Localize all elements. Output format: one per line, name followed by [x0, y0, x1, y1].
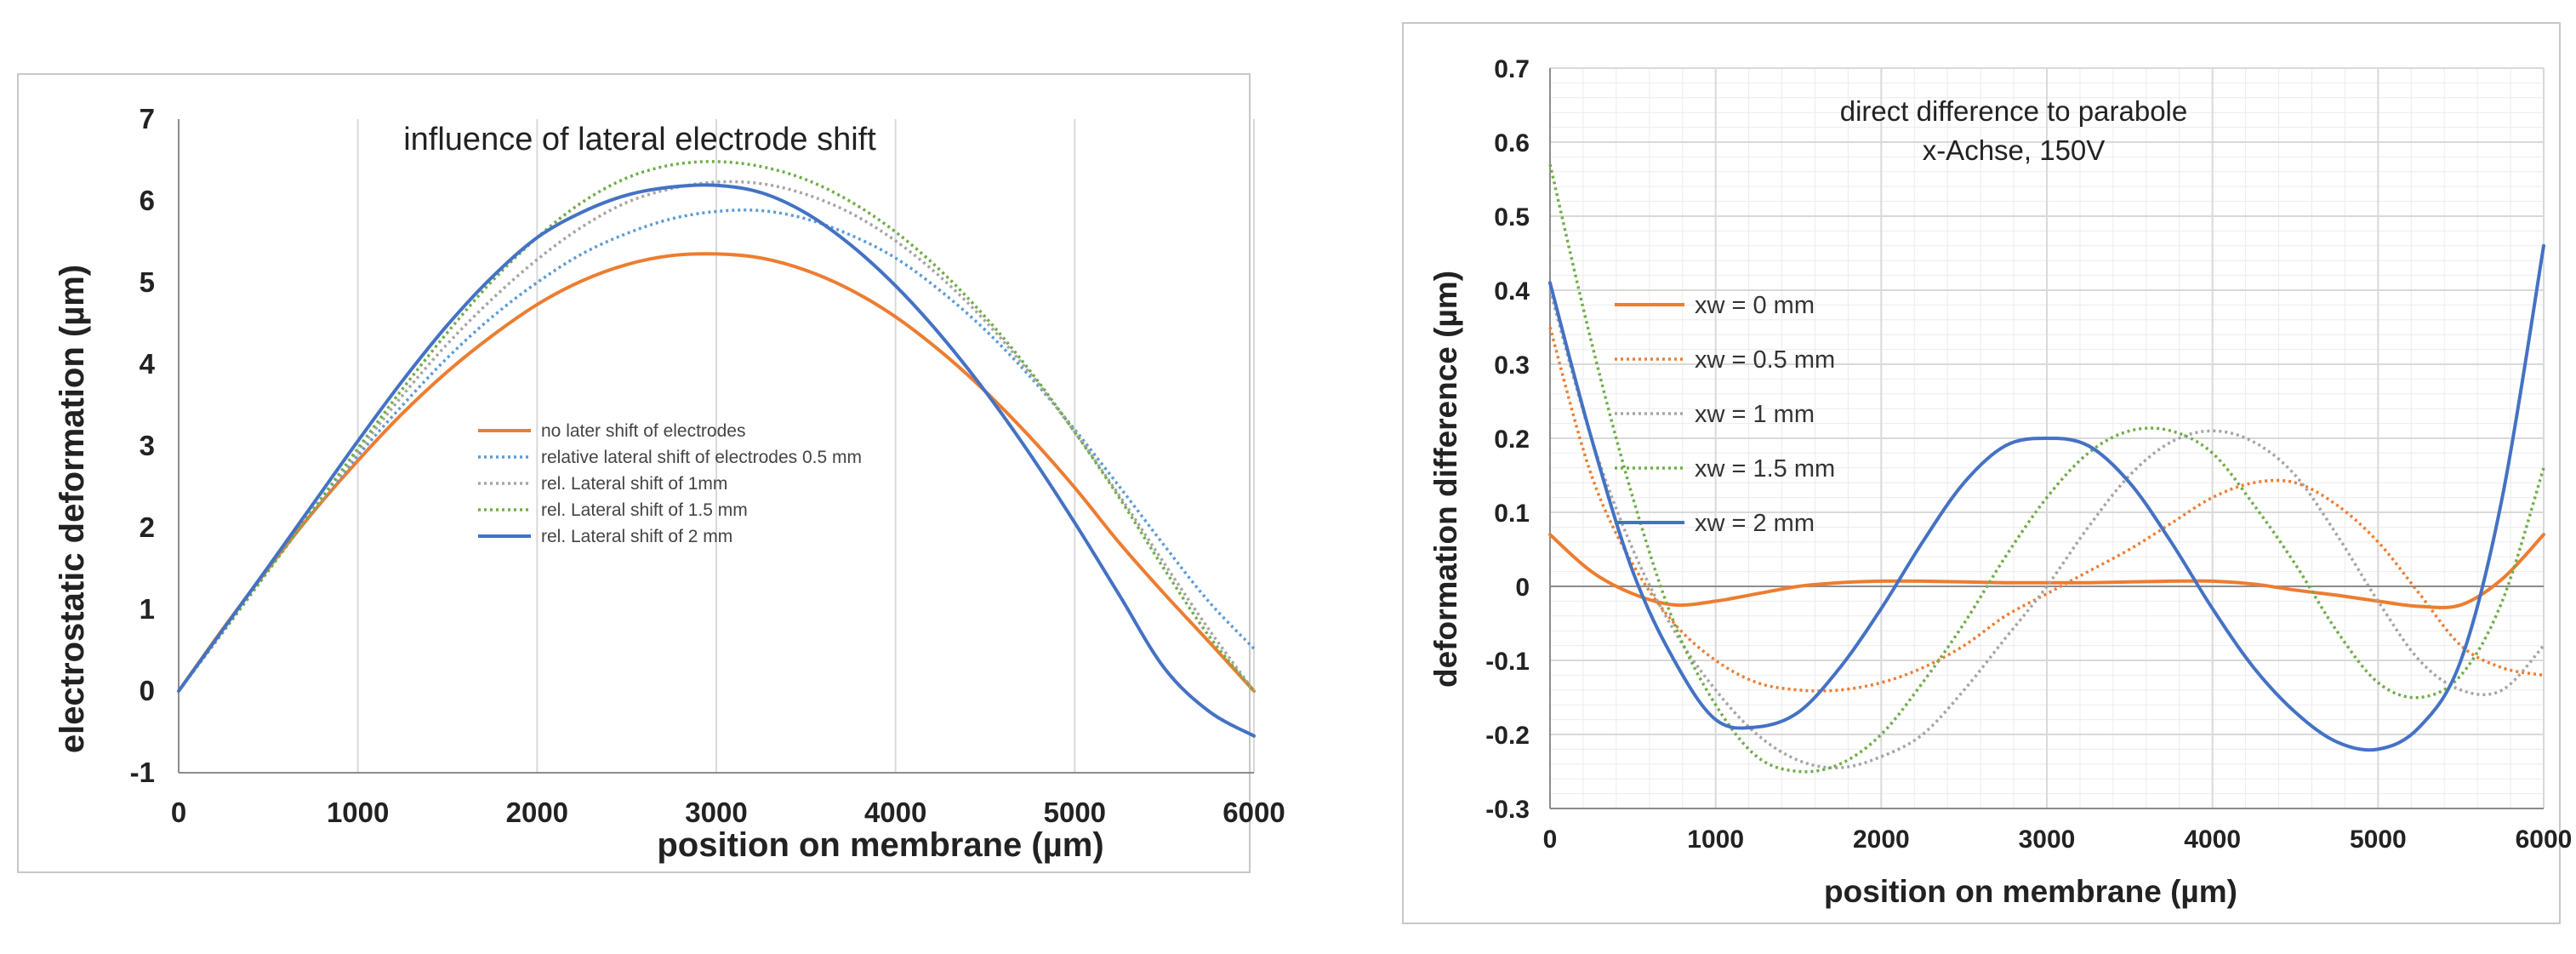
x-tick-label: 2000 — [506, 797, 568, 828]
x-tick-label: 0 — [1543, 825, 1558, 854]
series-line-1 — [1548, 533, 2545, 609]
y-tick-label: 0.1 — [1494, 500, 1530, 528]
legend-label: rel. Lateral shift of 1.5 mm — [541, 500, 748, 520]
legend-label: no later shift of electrodes — [541, 421, 745, 441]
legend-label: relative lateral shift of electrodes 0.5… — [541, 448, 862, 467]
y-axis-label: deformation difference (µm) — [1428, 271, 1463, 688]
x-tick-label: 1000 — [327, 797, 389, 828]
chart-parabola-difference: 0 1000 2000 3000 4000 5000 6000 -0.3 -0.2 -0.1 0 0.… — [1428, 55, 2572, 909]
series-line-2 — [1548, 327, 2545, 693]
x-tick-label: 5000 — [1044, 797, 1106, 828]
chart-title: influence of lateral electrode shift — [403, 122, 876, 157]
x-axis-label: position on membrane (µm) — [657, 826, 1103, 864]
x-tick-label: 4000 — [2184, 825, 2241, 854]
y-tick-label: 0 — [140, 675, 155, 706]
x-axis-label: position on membrane (µm) — [1824, 874, 2237, 909]
legend: xw = 0 mm xw = 0.5 mm xw = 1 mm xw = 1.5 mm… — [1615, 292, 1835, 537]
y-tick-label: 0.6 — [1494, 129, 1530, 157]
x-tick-label: 2000 — [1853, 825, 1910, 854]
y-tick-label: 0.2 — [1494, 426, 1530, 454]
y-tick-label: 0.3 — [1494, 351, 1530, 380]
x-tick-label: 4000 — [864, 797, 926, 828]
legend-label: rel. Lateral shift of 1mm — [541, 474, 727, 494]
chart-subtitle: x-Achse, 150V — [1923, 134, 2106, 166]
x-tick-label: 1000 — [1687, 825, 1744, 854]
y-tick-label: -0.3 — [1485, 796, 1530, 824]
y-tick-label: 0.4 — [1494, 277, 1530, 306]
series-line-3 — [177, 180, 1256, 693]
series-line-2 — [177, 209, 1256, 693]
x-tick-label: 0 — [171, 797, 186, 828]
x-tick-label: 6000 — [1222, 797, 1285, 828]
legend-label: rel. Lateral shift of 2 mm — [541, 527, 732, 546]
y-tick-label: 4 — [140, 348, 156, 380]
y-tick-label: 6 — [140, 185, 155, 216]
y-tick-label: 3 — [140, 430, 155, 461]
chart-panel-lateral-shift: 0 1000 2000 3000 4000 5000 6000 -1 0 1 2 3 4 5 6 7 infl… — [17, 73, 1285, 873]
series-line-3 — [1548, 289, 2545, 769]
legend: no later shift of electrodes relative lat… — [478, 421, 862, 546]
y-tick-label: 0.7 — [1494, 55, 1530, 83]
y-tick-label: 1 — [140, 593, 155, 625]
series-line-1 — [177, 252, 1256, 693]
series-line-4 — [1548, 163, 2545, 774]
chart-panel-parabola-difference: 0 1000 2000 3000 4000 5000 6000 -0.3 -0.2 -0.1 0 0.… — [1402, 22, 2572, 924]
x-tick-label: 5000 — [2350, 825, 2407, 854]
x-tick-label: 3000 — [2019, 825, 2076, 854]
y-tick-label: -0.1 — [1485, 648, 1530, 676]
y-tick-label: 7 — [140, 103, 155, 134]
y-tick-label: -1 — [130, 757, 155, 788]
legend-label: xw = 0.5 mm — [1695, 346, 1835, 374]
legend-label: xw = 2 mm — [1695, 510, 1815, 537]
chart-title: direct difference to parabole — [1840, 95, 2188, 127]
y-tick-label: 2 — [140, 511, 155, 543]
x-tick-label: 6000 — [2516, 825, 2573, 854]
legend-label: xw = 1.5 mm — [1695, 455, 1835, 483]
series-line-5 — [177, 183, 1256, 738]
y-tick-label: -0.2 — [1485, 722, 1530, 750]
y-tick-label: 5 — [140, 266, 155, 298]
x-tick-label: 3000 — [685, 797, 747, 828]
legend-label: xw = 1 mm — [1695, 401, 1815, 428]
series-line-5 — [1548, 243, 2545, 752]
y-axis-label: electrostatic deformation (µm) — [54, 265, 91, 753]
chart-lateral-shift: 0 1000 2000 3000 4000 5000 6000 -1 0 1 2 3 4 5 6 7 infl… — [54, 103, 1285, 864]
y-tick-label: 0 — [1515, 574, 1530, 602]
legend-label: xw = 0 mm — [1695, 292, 1815, 319]
y-tick-label: 0.5 — [1494, 203, 1530, 231]
